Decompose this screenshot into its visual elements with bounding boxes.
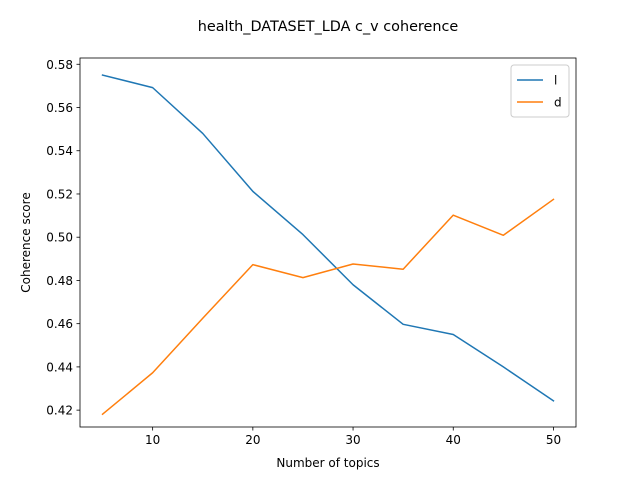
chart-title: health_DATASET_LDA c_v coherence xyxy=(198,19,459,35)
y-tick-label: 0.44 xyxy=(46,360,73,374)
y-tick-label: 0.52 xyxy=(46,187,73,201)
y-tick-label: 0.56 xyxy=(46,101,73,115)
legend-box xyxy=(510,64,570,118)
y-tick-label: 0.46 xyxy=(46,317,73,331)
y-axis: 0.42 0.44 0.46 0.48 0.50 0.52 0.54 0.56 0.58 xyxy=(46,58,80,418)
y-axis-label: Coherence score xyxy=(19,192,33,292)
y-tick-label: 0.54 xyxy=(46,144,73,158)
x-axis: 10 20 30 40 50 xyxy=(145,427,561,447)
y-tick-label: 0.58 xyxy=(46,58,73,72)
y-tick-label: 0.48 xyxy=(46,274,73,288)
x-axis-label: Number of topics xyxy=(276,456,379,470)
y-tick-label: 0.42 xyxy=(46,404,73,418)
x-tick-label: 20 xyxy=(245,433,260,447)
legend: ld xyxy=(510,64,570,118)
legend-label-d: d xyxy=(554,96,562,110)
legend-label-l: l xyxy=(554,74,557,88)
series-layer xyxy=(101,74,555,416)
series-line-l xyxy=(101,74,555,402)
x-tick-label: 40 xyxy=(446,433,461,447)
series-line-d xyxy=(101,198,555,416)
x-tick-label: 30 xyxy=(345,433,360,447)
x-tick-label: 10 xyxy=(145,433,160,447)
y-tick-label: 0.50 xyxy=(46,231,73,245)
plot-area-frame xyxy=(79,57,577,428)
x-tick-label: 50 xyxy=(546,433,561,447)
